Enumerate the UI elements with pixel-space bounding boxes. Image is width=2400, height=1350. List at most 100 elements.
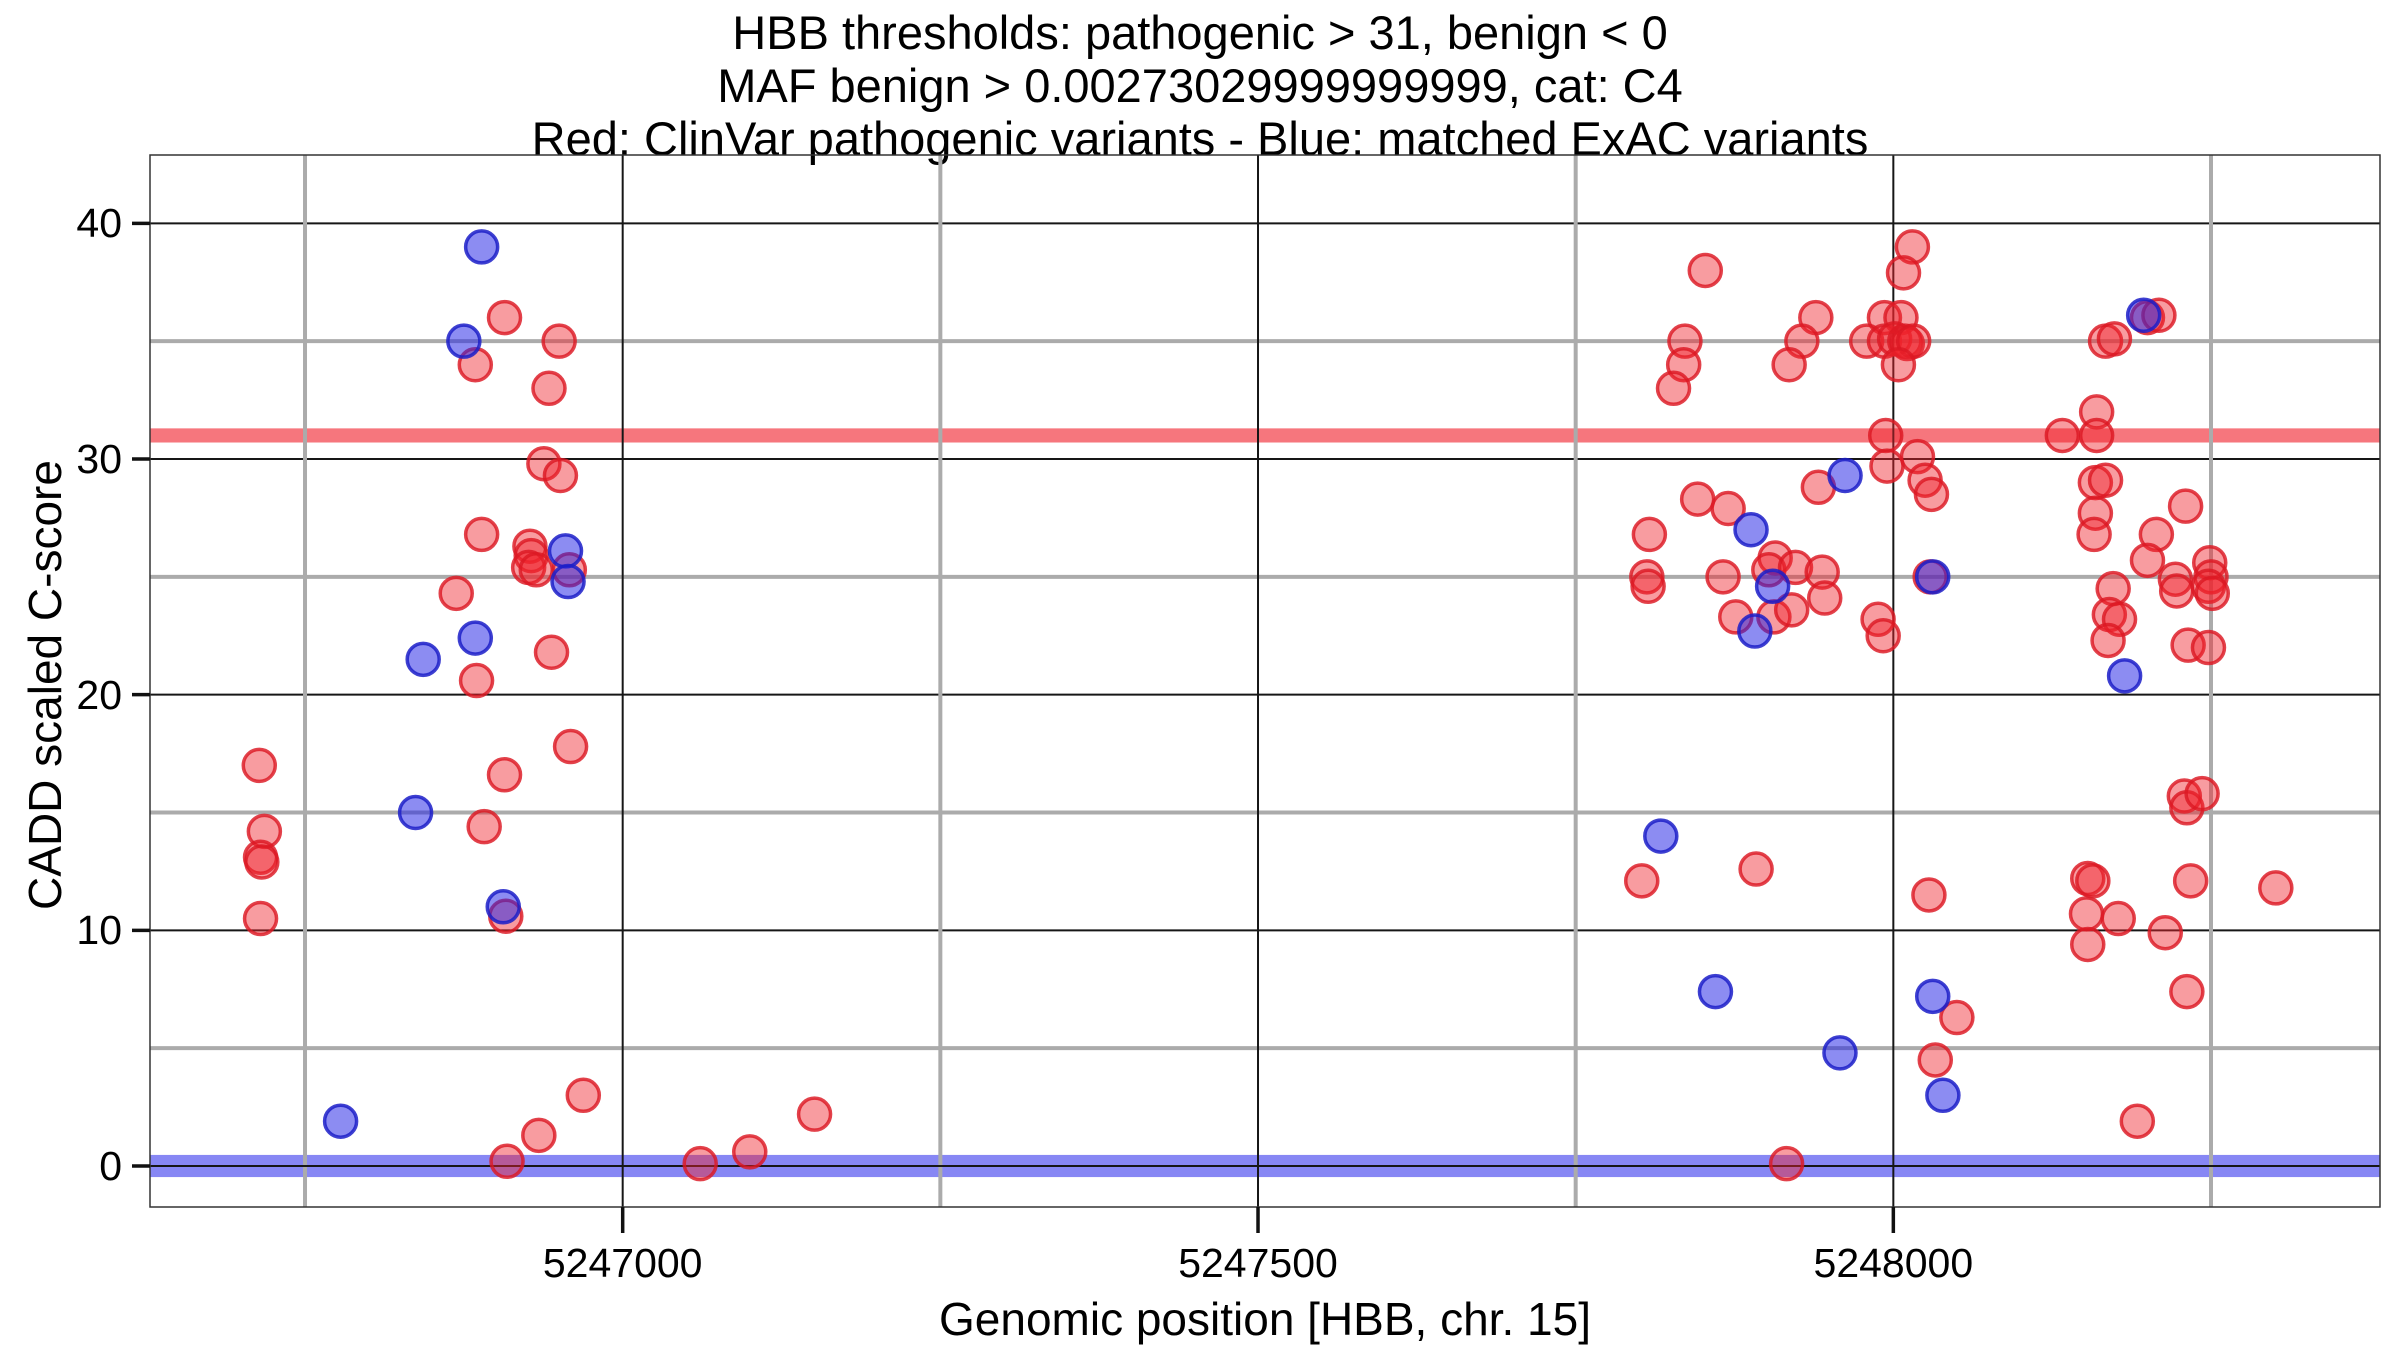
variant-point	[731, 1134, 768, 1170]
variant-point	[1867, 417, 1904, 454]
variant-point	[241, 747, 278, 784]
variant-point	[446, 323, 482, 359]
variant-point	[2138, 516, 2175, 553]
variant-point	[322, 1103, 359, 1139]
variant-point	[531, 370, 567, 407]
variant-point	[1913, 476, 1950, 513]
variant-point	[2044, 417, 2081, 454]
x-axis-title: Genomic position [HBB, chr. 15]	[939, 1293, 1591, 1345]
variant-point	[2158, 573, 2195, 609]
variant-point	[242, 900, 279, 937]
variant-point	[1771, 346, 1807, 383]
y-tick-label: 20	[76, 671, 122, 718]
variant-point	[2125, 297, 2162, 334]
variant-point	[547, 533, 584, 569]
variant-point	[1679, 481, 1716, 517]
x-tick-label: 5247500	[1178, 1240, 1338, 1286]
variant-point	[1925, 1077, 1961, 1114]
variant-point	[1768, 1145, 1805, 1182]
plot-title-line-1: HBB thresholds: pathogenic > 31, benign …	[732, 6, 1668, 59]
y-tick-label: 10	[76, 907, 122, 954]
variant-point	[1914, 978, 1951, 1015]
variant-point	[552, 728, 589, 765]
variant-point	[2076, 516, 2112, 553]
variant-point	[2090, 622, 2126, 659]
variant-point	[2100, 900, 2136, 937]
variant-point	[466, 808, 502, 845]
variant-point	[1710, 490, 1746, 527]
variant-point	[1917, 1042, 1954, 1078]
variant-point	[796, 1096, 833, 1132]
variant-point	[2096, 321, 2133, 357]
variant-point	[550, 563, 586, 600]
variant-point	[2129, 542, 2166, 579]
variant-point	[486, 299, 523, 336]
variant-point	[682, 1145, 718, 1182]
pathogenic-points-layer	[241, 229, 2294, 1182]
variant-point	[2258, 870, 2294, 906]
variant-point	[458, 662, 495, 699]
y-tick-label: 0	[99, 1142, 122, 1189]
variant-point	[1806, 580, 1843, 616]
variant-point	[2184, 775, 2220, 812]
variant-point	[1804, 554, 1840, 590]
axis-tick-marks	[132, 221, 1896, 1233]
variant-point	[2101, 601, 2138, 638]
variant-point	[405, 641, 441, 678]
variant-point	[2119, 1103, 2156, 1139]
variant-point	[2147, 914, 2184, 951]
plot-title-line-2: MAF benign > 0.00273029999999999, cat: C…	[717, 59, 1683, 112]
variant-point	[1914, 559, 1951, 595]
variant-point	[463, 516, 500, 553]
y-axis-title: CADD scaled C-score	[19, 460, 71, 910]
variant-point	[1697, 973, 1734, 1010]
y-tick-label: 30	[76, 436, 122, 482]
variant-point	[542, 457, 579, 494]
variant-point	[2069, 926, 2106, 963]
variant-point	[1869, 448, 1905, 484]
minor-vertical-gridlines	[303, 155, 2214, 1207]
variant-point	[1737, 613, 1773, 649]
variant-point	[2169, 973, 2205, 1010]
variant-point	[485, 889, 521, 925]
variant-point	[489, 1143, 525, 1180]
variant-point	[2190, 629, 2227, 666]
variant-point	[1754, 568, 1791, 605]
variant-point	[1687, 252, 1724, 289]
variant-point	[1623, 863, 1660, 899]
variant-point	[518, 552, 555, 588]
variant-point	[1655, 370, 1692, 407]
variant-point	[457, 620, 494, 656]
variant-point	[397, 794, 434, 831]
variant-point	[1631, 516, 1668, 553]
variant-point	[1630, 568, 1666, 605]
variant-point	[486, 757, 523, 793]
variant-point	[1939, 999, 1975, 1036]
variant-point	[438, 575, 474, 612]
variant-point	[1705, 559, 1741, 595]
variant-point	[1885, 255, 1922, 291]
panel-border	[149, 154, 2381, 1208]
variant-point	[1822, 1035, 1858, 1071]
variant-point	[2167, 488, 2204, 524]
variant-point	[244, 844, 280, 880]
variant-point	[1738, 851, 1774, 887]
variant-point	[2172, 863, 2209, 899]
variant-point	[541, 323, 577, 359]
variant-point	[2106, 658, 2143, 694]
variant-point	[521, 1117, 557, 1154]
variant-point	[2157, 561, 2194, 597]
variant-point	[1643, 818, 1679, 854]
exac-points-layer	[322, 229, 2162, 1139]
variant-point	[1894, 229, 1931, 265]
x-tick-label: 5247000	[542, 1240, 703, 1286]
variant-point	[533, 634, 570, 670]
variant-point	[1733, 511, 1769, 548]
variant-point	[2087, 462, 2124, 498]
variant-point	[1777, 549, 1814, 586]
variant-point	[2068, 896, 2105, 932]
variant-point	[2075, 863, 2111, 899]
variant-point	[2078, 417, 2115, 454]
x-tick-label: 5248000	[1813, 1240, 1974, 1286]
